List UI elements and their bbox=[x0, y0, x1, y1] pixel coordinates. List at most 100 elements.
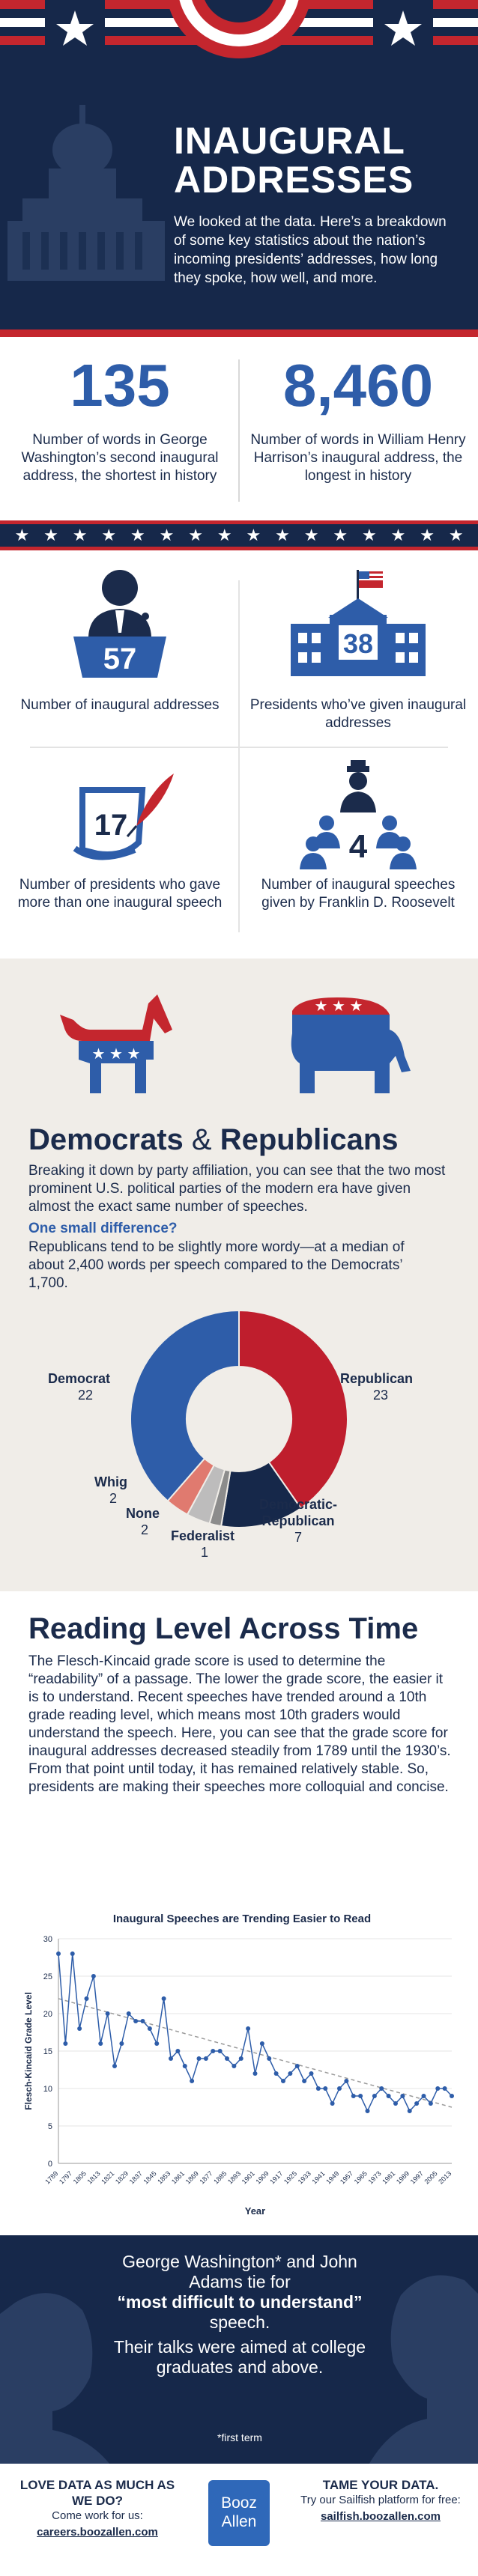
y-tick-label: 0 bbox=[48, 2160, 52, 2169]
quill-document-icon: 17 bbox=[73, 774, 174, 860]
stat-label: Number of inaugural addresses bbox=[20, 697, 220, 713]
data-point bbox=[344, 2079, 349, 2083]
star-icon: ★ bbox=[72, 526, 88, 544]
rosette-icon bbox=[167, 0, 311, 58]
x-tick-label: 1933 bbox=[297, 2169, 312, 2185]
x-tick-label: 1997 bbox=[409, 2169, 425, 2185]
word-count-stats: 135 Number of words in George Washington… bbox=[0, 337, 478, 520]
stat-label: Number of presidents who gave more than … bbox=[17, 877, 223, 911]
x-tick-label: 1965 bbox=[353, 2169, 369, 2185]
label-federalist: Federalist 1 bbox=[171, 1528, 235, 1560]
data-point bbox=[281, 2079, 285, 2083]
elephant-icon: ★ ★ ★ bbox=[291, 997, 411, 1093]
stat-value: 4 bbox=[349, 828, 368, 865]
data-point bbox=[358, 2094, 363, 2098]
x-tick-label: 1829 bbox=[114, 2169, 130, 2185]
x-tick-label: 1845 bbox=[142, 2169, 157, 2185]
star-band: ★ ★ ★ ★ ★ ★ ★ ★ ★ ★ ★ ★ ★ ★ ★ ★ bbox=[0, 520, 478, 550]
data-point bbox=[190, 2079, 195, 2083]
adams-portrait-icon bbox=[369, 2275, 478, 2464]
x-tick-label: 1797 bbox=[58, 2169, 73, 2185]
y-tick-label: 25 bbox=[43, 1972, 52, 1981]
data-point bbox=[372, 2094, 377, 2098]
x-axis-label: Year bbox=[245, 2205, 265, 2217]
x-tick-label: 1989 bbox=[395, 2169, 411, 2185]
white-house-icon: 38 bbox=[291, 570, 426, 676]
data-point bbox=[91, 1974, 96, 1978]
data-point bbox=[435, 2086, 441, 2091]
data-point bbox=[442, 2086, 447, 2091]
data-point bbox=[330, 2101, 335, 2106]
stat-addresses: 57 Number of inaugural addresses bbox=[7, 565, 232, 714]
stat-value: 38 bbox=[343, 628, 373, 659]
svg-text:★ ★ ★: ★ ★ ★ bbox=[315, 998, 363, 1015]
label-democrat: Democrat 22 bbox=[48, 1371, 111, 1403]
y-tick-label: 5 bbox=[48, 2122, 52, 2131]
data-point bbox=[77, 2026, 82, 2031]
x-tick-label: 2013 bbox=[437, 2169, 453, 2185]
x-tick-label: 1805 bbox=[72, 2169, 88, 2185]
star-icon: ★ bbox=[14, 526, 30, 544]
star-icon: ★ bbox=[188, 526, 203, 544]
sailfish-link[interactable]: sailfish.boozallen.com bbox=[320, 2510, 441, 2523]
stat-shortest: 135 Number of words in George Washington… bbox=[7, 352, 232, 485]
data-point bbox=[450, 2094, 454, 2098]
data-point bbox=[105, 2011, 110, 2016]
data-point bbox=[428, 2101, 433, 2106]
stat-fdr-speeches: 4 Number of inaugural speeches given by … bbox=[246, 760, 471, 912]
star-icon: ★ bbox=[217, 526, 232, 544]
data-point bbox=[259, 2041, 264, 2046]
page-title: INAUGURAL ADDRESSES bbox=[174, 120, 414, 201]
stat-label: Presidents who’ve given inaugural addres… bbox=[249, 697, 467, 731]
podium-speaker-icon: 57 bbox=[73, 570, 166, 678]
data-point bbox=[379, 2086, 384, 2091]
party-body: Breaking it down by party affiliation, y… bbox=[28, 1163, 446, 1215]
x-tick-label: 1813 bbox=[85, 2169, 101, 2185]
data-point bbox=[365, 2109, 370, 2113]
x-tick-label: 1981 bbox=[381, 2169, 396, 2185]
footer: LOVE DATA AS MUCH AS WE DO? Come work fo… bbox=[0, 2464, 478, 2576]
data-point bbox=[246, 2026, 251, 2031]
series-line bbox=[58, 1953, 453, 2112]
footer-sailfish: TAME YOUR DATA. Try our Sailfish platfor… bbox=[298, 2477, 463, 2523]
star-icon: ★ bbox=[130, 526, 145, 544]
data-point bbox=[252, 2071, 258, 2076]
party-question: One small difference? bbox=[28, 1221, 178, 1236]
svg-text:★ ★ ★: ★ ★ ★ bbox=[92, 1046, 141, 1063]
data-point bbox=[400, 2094, 405, 2098]
stat-longest: 8,460 Number of words in William Henry H… bbox=[246, 352, 471, 485]
data-point bbox=[112, 2064, 117, 2068]
footer-careers: LOVE DATA AS MUCH AS WE DO? Come work fo… bbox=[15, 2477, 180, 2539]
x-tick-label: 1909 bbox=[254, 2169, 270, 2185]
data-point bbox=[225, 2056, 229, 2061]
data-point bbox=[84, 1996, 89, 2001]
x-tick-label: 1949 bbox=[324, 2169, 340, 2185]
page-subtitle: We looked at the data. Here’s a breakdow… bbox=[174, 214, 447, 286]
data-point bbox=[294, 2064, 300, 2068]
x-tick-label: 1917 bbox=[268, 2169, 284, 2185]
data-point bbox=[315, 2086, 321, 2091]
data-point bbox=[63, 2041, 68, 2046]
data-point bbox=[140, 2019, 145, 2023]
header-section: INAUGURAL ADDRESSES We looked at the dat… bbox=[0, 0, 478, 337]
x-tick-label: 1957 bbox=[339, 2169, 354, 2185]
data-point bbox=[161, 1996, 166, 2001]
booz-allen-logo: Booz Allen bbox=[208, 2480, 270, 2546]
star-icon: ★ bbox=[275, 526, 290, 544]
star-icon: ★ bbox=[101, 526, 117, 544]
x-tick-label: 1869 bbox=[184, 2169, 200, 2185]
careers-link[interactable]: careers.boozallen.com bbox=[37, 2526, 158, 2539]
x-tick-label: 1893 bbox=[226, 2169, 242, 2185]
data-point bbox=[169, 2056, 173, 2061]
x-tick-label: 2005 bbox=[423, 2169, 438, 2185]
data-point bbox=[196, 2056, 202, 2061]
trend-line bbox=[58, 1998, 453, 2108]
quote-section: George Washington* and John Adams tie fo… bbox=[0, 2235, 478, 2464]
label-democratic-republican: Democratic- Republican 7 bbox=[259, 1497, 338, 1545]
stat-value: 8,460 bbox=[282, 352, 434, 419]
party-body2: Republicans tend to be slightly more wor… bbox=[28, 1239, 405, 1291]
data-point bbox=[154, 2041, 160, 2046]
label-none: None 2 bbox=[126, 1506, 160, 1537]
x-tick-label: 1789 bbox=[43, 2169, 59, 2185]
data-point bbox=[288, 2071, 293, 2076]
